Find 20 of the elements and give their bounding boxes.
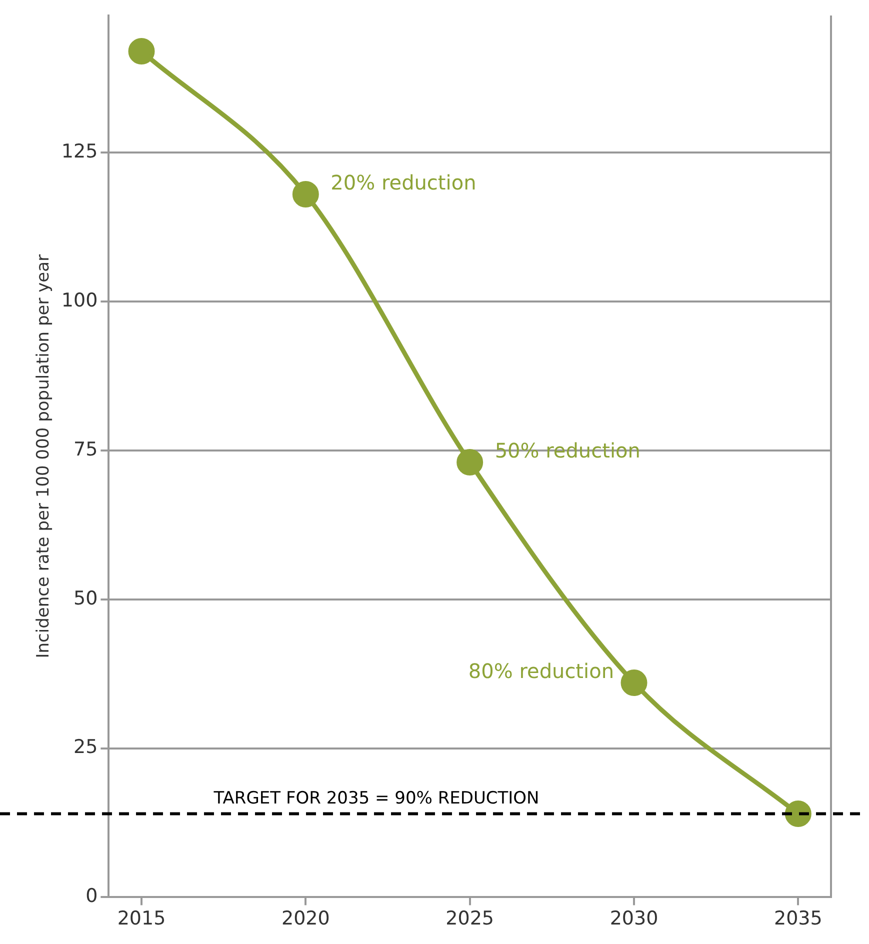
y-tick-label: 25: [73, 736, 98, 758]
annotation: 80% reduction: [468, 658, 614, 683]
y-tick-label: 0: [86, 885, 98, 908]
y-tick-label: 50: [73, 587, 98, 610]
y-tick-label: 100: [61, 289, 98, 312]
point: [620, 669, 648, 696]
y-tick-label: 125: [61, 140, 98, 162]
x-tick-label: 2035: [774, 908, 822, 930]
x-tick-label: 2020: [281, 908, 330, 930]
annotation: 20% reduction: [330, 170, 476, 194]
x-tick-label: 2030: [610, 908, 658, 930]
x-tick-label: 2025: [446, 908, 494, 930]
y-tick-label: 75: [73, 438, 98, 460]
annotation: 50% reduction: [494, 438, 640, 463]
point: [456, 449, 484, 476]
x-tick-label: 2015: [117, 908, 166, 930]
y-axis-title: Incidence rate per 100 000 population per year: [34, 254, 54, 658]
point: [128, 38, 155, 64]
point: [292, 180, 319, 208]
annotation: TARGET FOR 2035 = 90% REDUCTION: [212, 788, 540, 809]
